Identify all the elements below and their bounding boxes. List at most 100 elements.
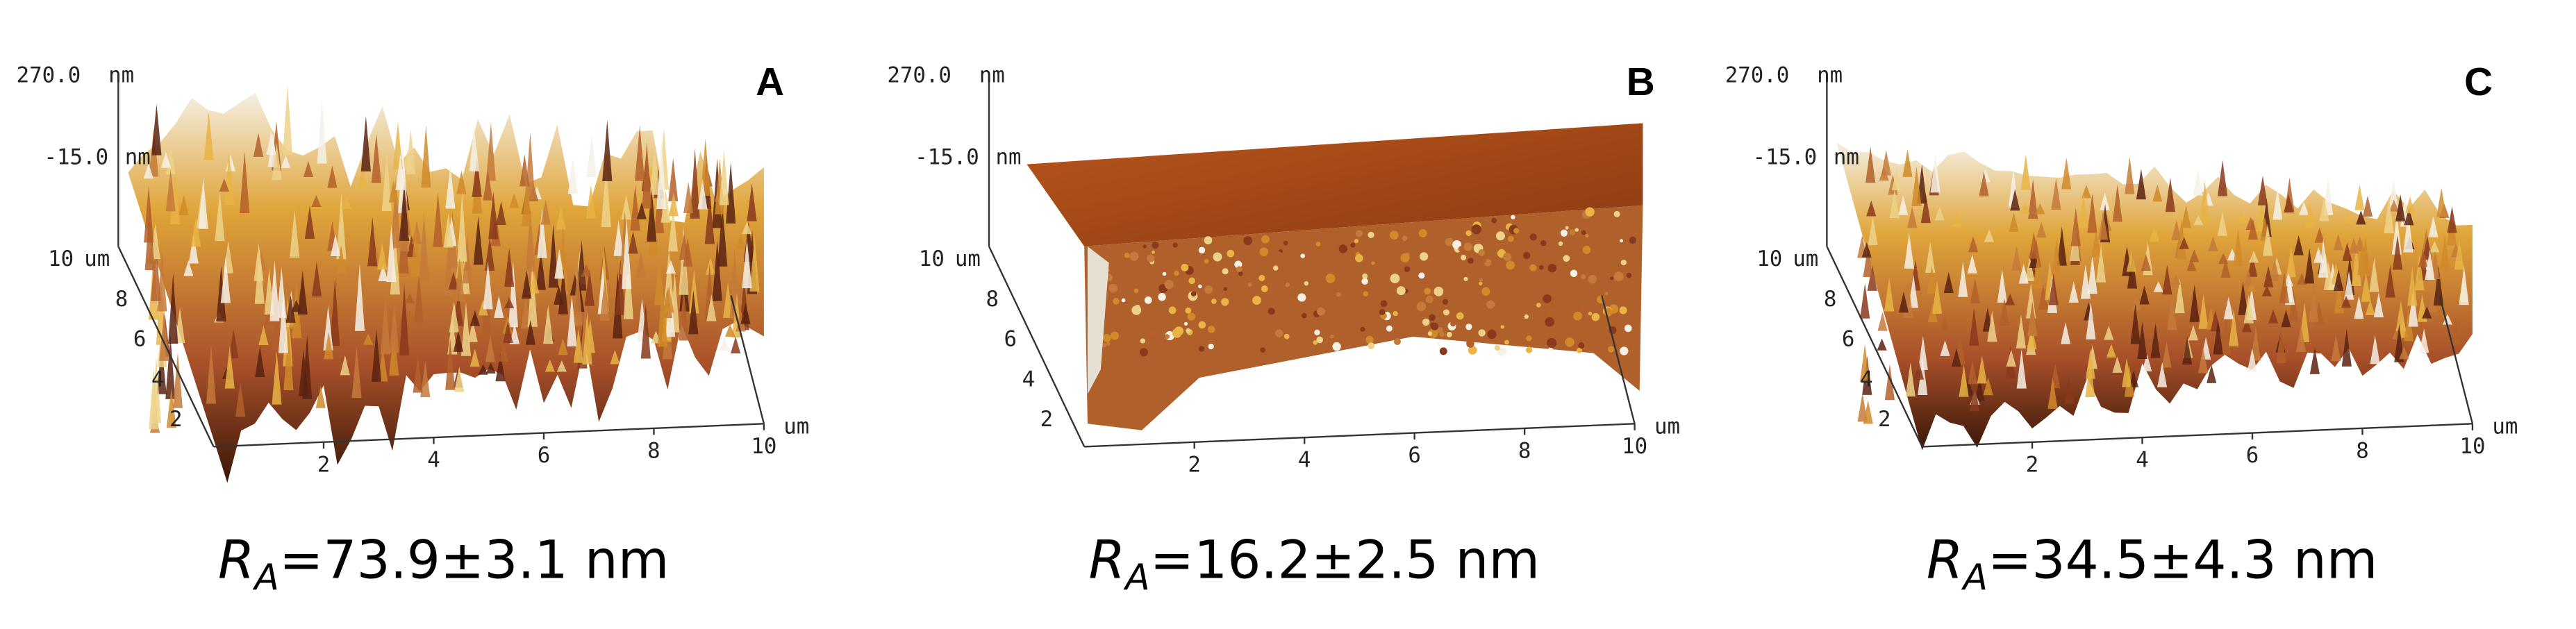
- texture: [1857, 392, 1868, 422]
- texture: [1529, 264, 1537, 271]
- texture: [582, 311, 592, 364]
- texture: [2047, 377, 2058, 409]
- texture: [2257, 176, 2268, 206]
- texture: [2238, 281, 2248, 315]
- texture: [2189, 249, 2200, 262]
- texture: [2217, 160, 2228, 196]
- texture: [1144, 296, 1152, 304]
- texture: [1620, 239, 1624, 243]
- texture: [747, 183, 757, 221]
- z-min-label: -15.0: [1753, 145, 1818, 170]
- texture: [2454, 239, 2464, 270]
- texture: [1526, 346, 1533, 353]
- texture: [378, 263, 388, 282]
- texture: [1560, 229, 1568, 237]
- texture: [1547, 263, 1557, 273]
- texture: [253, 133, 264, 157]
- y-tick-label: 2: [1040, 407, 1054, 432]
- texture: [656, 139, 667, 210]
- texture: [1369, 243, 1376, 249]
- texture: [2304, 248, 2315, 284]
- texture: [174, 308, 185, 344]
- caption: RA=16.2±2.5 nm: [1089, 530, 1540, 599]
- texture: [1578, 342, 1585, 349]
- texture: [1585, 207, 1595, 217]
- z-max-label: 270.0: [887, 62, 952, 87]
- texture: [1142, 244, 1147, 249]
- texture: [2370, 335, 2380, 364]
- texture: [2193, 169, 2203, 196]
- texture: [1539, 265, 1544, 270]
- texture: [1418, 272, 1425, 279]
- texture: [2016, 349, 2027, 389]
- texture: [191, 215, 201, 247]
- texture: [1968, 236, 1979, 253]
- texture: [2354, 296, 2364, 319]
- texture: [2048, 273, 2059, 305]
- texture: [1204, 258, 1209, 264]
- texture: [1238, 271, 1243, 276]
- texture: [1380, 300, 1388, 308]
- texture: [341, 196, 352, 209]
- texture: [1243, 293, 1248, 299]
- texture: [1300, 253, 1305, 258]
- texture: [1520, 237, 1527, 243]
- texture: [485, 335, 496, 362]
- texture: [278, 292, 289, 353]
- texture: [1466, 339, 1474, 348]
- texture: [2038, 284, 2049, 310]
- texture: [1221, 298, 1229, 306]
- texture: [1393, 310, 1398, 317]
- texture: [151, 103, 162, 156]
- texture: [411, 221, 422, 244]
- texture: [2309, 347, 2320, 374]
- texture: [529, 273, 540, 294]
- texture: [2333, 269, 2344, 292]
- texture: [2171, 220, 2182, 241]
- texture: [166, 388, 176, 428]
- texture: [456, 170, 467, 194]
- texture: [1999, 298, 2010, 326]
- texture: [469, 126, 479, 171]
- texture: [1283, 240, 1288, 246]
- panel-label: C: [2464, 60, 2493, 104]
- texture: [1439, 331, 1445, 337]
- texture: [1313, 339, 1318, 345]
- texture: [622, 217, 632, 290]
- texture: [1580, 303, 1589, 312]
- texture: [2070, 208, 2081, 246]
- texture: [2068, 281, 2079, 303]
- texture: [1613, 271, 1624, 282]
- texture: [330, 277, 340, 346]
- texture: [304, 206, 315, 239]
- texture: [2369, 258, 2379, 292]
- texture: [649, 146, 660, 195]
- texture: [1174, 270, 1179, 276]
- caption-subscript: A: [1961, 557, 1988, 598]
- texture: [1268, 308, 1275, 315]
- texture: [2233, 229, 2243, 267]
- texture: [1164, 280, 1174, 290]
- texture: [165, 335, 176, 399]
- texture: [1863, 246, 1873, 278]
- texture: [1881, 150, 1891, 176]
- y-unit: um: [955, 246, 981, 271]
- texture: [1304, 280, 1309, 286]
- texture: [1478, 329, 1486, 337]
- caption-subscript: A: [1123, 557, 1150, 598]
- texture: [731, 336, 741, 353]
- texture: [2299, 201, 2309, 215]
- right-axis: [730, 295, 765, 424]
- texture: [2112, 356, 2122, 373]
- texture: [351, 346, 362, 399]
- z-min-label: -15.0: [915, 145, 979, 170]
- texture: [1867, 265, 1877, 291]
- texture: [1565, 337, 1574, 347]
- texture: [1931, 280, 1943, 314]
- texture: [545, 359, 555, 372]
- texture: [610, 349, 620, 364]
- texture: [2427, 289, 2438, 312]
- texture: [1354, 239, 1359, 244]
- texture: [2247, 218, 2258, 240]
- texture: [1283, 333, 1290, 339]
